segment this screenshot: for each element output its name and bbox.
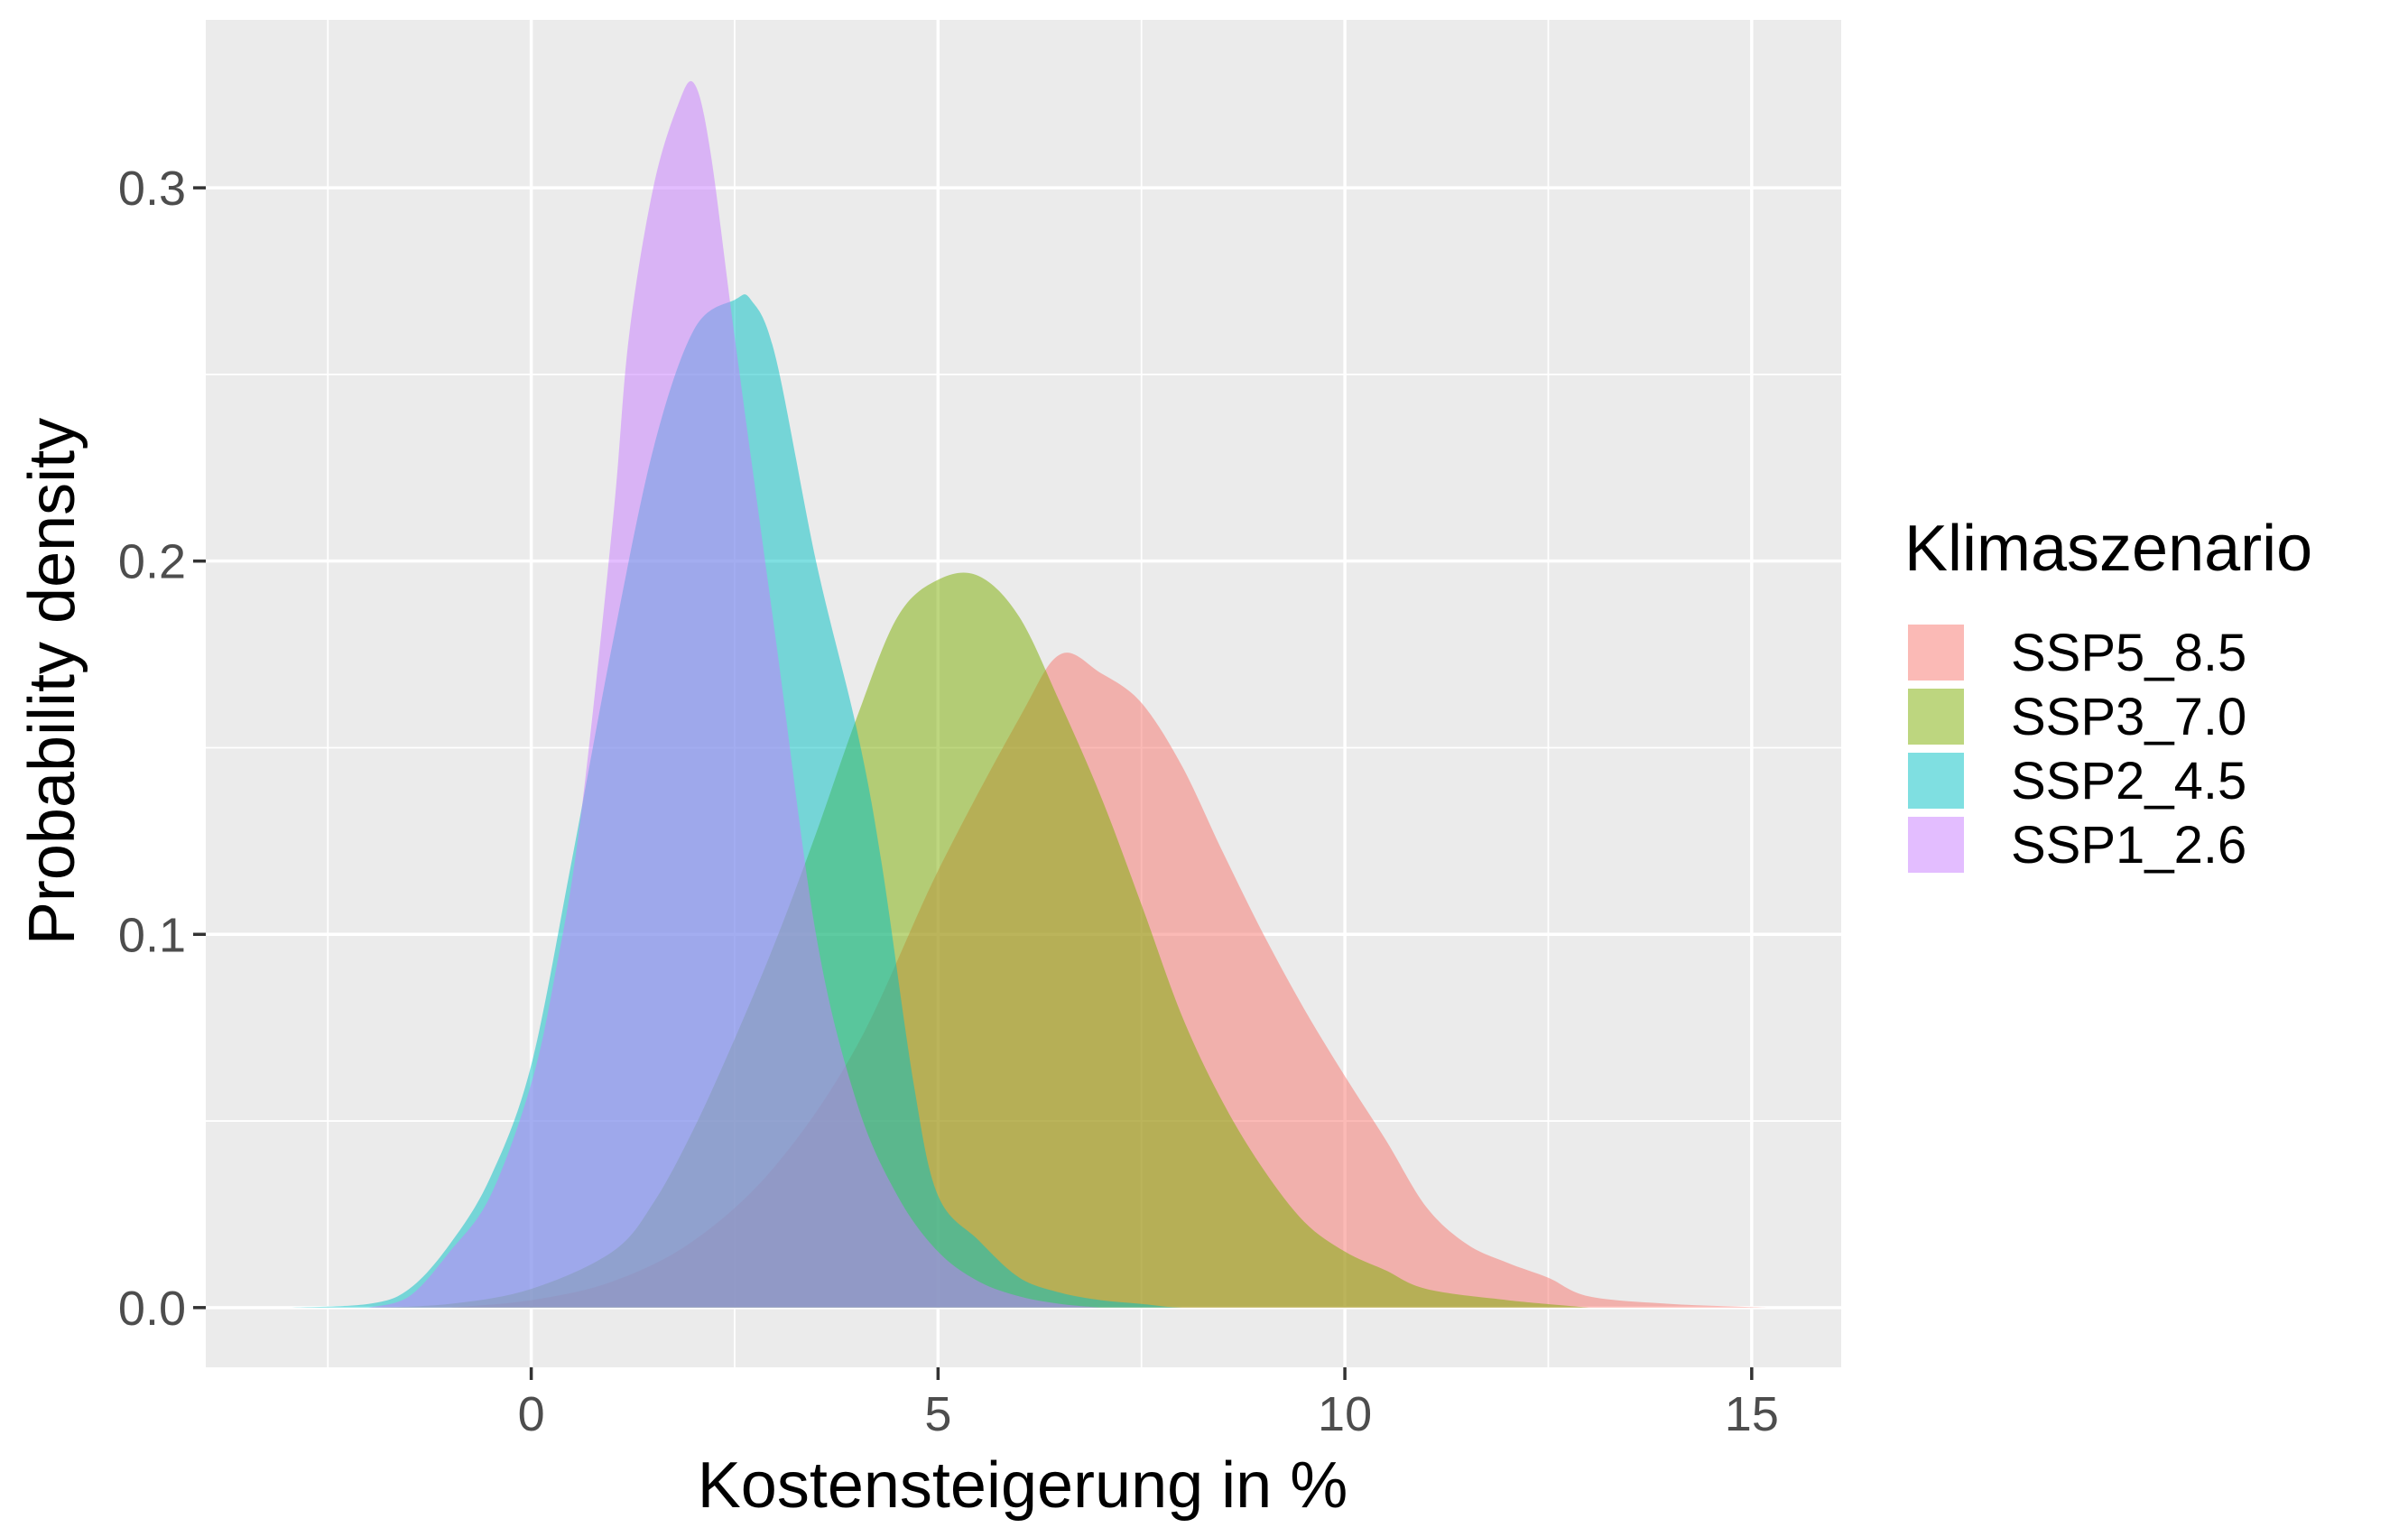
legend-label: SSP2_4.5: [2011, 752, 2246, 810]
y-axis-title: Probability density: [16, 418, 88, 945]
legend-label: SSP3_7.0: [2011, 688, 2246, 746]
x-axis-title: Kostensteigerung in %: [698, 1449, 1348, 1522]
legend: Klimaszenario SSP5_8.5 SSP3_7.0 SSP2_4.5 SS…: [1904, 513, 2312, 875]
legend-key-swatch: [1908, 625, 1964, 681]
y-tick-label: 0.3: [118, 162, 186, 216]
x-tick-labels: 0 5 10 15: [518, 1387, 1779, 1441]
legend-key-swatch: [1908, 817, 1964, 873]
density-areas: [287, 80, 1768, 1308]
axis-ticks: [193, 186, 1754, 1380]
density-area-ssp3-7-0: [368, 572, 1589, 1308]
legend-label: SSP1_2.6: [2011, 816, 2246, 875]
legend-label: SSP5_8.5: [2011, 624, 2246, 682]
y-tick-labels: 0.0 0.1 0.2 0.3: [118, 162, 186, 1336]
density-area-ssp1-2-6: [368, 80, 1101, 1308]
y-tick-label: 0.0: [118, 1282, 186, 1336]
x-tick-label: 10: [1318, 1387, 1372, 1441]
legend-key-swatch: [1908, 753, 1964, 809]
x-tick-label: 15: [1725, 1387, 1779, 1441]
y-tick-label: 0.2: [118, 535, 186, 589]
y-tick-label: 0.1: [118, 908, 186, 962]
legend-key-swatch: [1908, 689, 1964, 745]
x-tick-label: 0: [518, 1387, 545, 1441]
x-tick-label: 5: [924, 1387, 951, 1441]
legend-title: Klimaszenario: [1904, 513, 2312, 585]
